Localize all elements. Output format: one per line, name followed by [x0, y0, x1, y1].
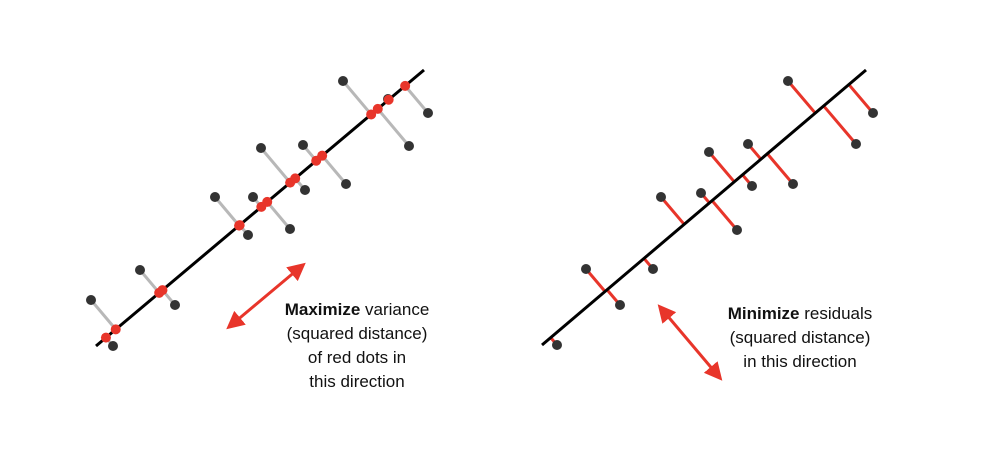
left-projected-points: [100, 80, 411, 343]
left-data-point: [423, 108, 433, 118]
left-projected-point: [290, 173, 301, 184]
left-data-point: [298, 140, 308, 150]
left-projection-segment: [266, 200, 292, 230]
left-data-point: [256, 143, 266, 153]
right-caption-bold: Minimize: [727, 304, 800, 323]
right-caption-line2: (squared distance): [729, 328, 871, 347]
left-caption-line2: (squared distance): [286, 324, 428, 343]
left-data-point: [170, 300, 180, 310]
right-data-point: [788, 179, 798, 189]
left-direction-arrow: [226, 262, 306, 330]
right-data-point: [704, 147, 714, 157]
left-projection-segment: [404, 84, 430, 114]
left-projected-point: [100, 332, 111, 343]
left-projected-point: [110, 324, 121, 335]
right-data-point: [868, 108, 878, 118]
left-data-point: [135, 265, 145, 275]
right-data-point: [648, 264, 658, 274]
left-data-point: [341, 179, 351, 189]
left-data-point: [243, 230, 253, 240]
left-data-point: [108, 341, 118, 351]
left-projection-segment: [213, 196, 241, 227]
left-caption-line4: this direction: [309, 372, 405, 391]
left-projected-point: [400, 80, 411, 91]
right-data-point: [581, 264, 591, 274]
right-data-points: [552, 76, 878, 350]
left-projected-point: [234, 220, 245, 231]
left-panel-pca: [86, 68, 433, 351]
left-data-point: [210, 192, 220, 202]
right-data-point: [747, 181, 757, 191]
left-projected-point: [372, 103, 383, 114]
right-residual-segment: [707, 151, 736, 183]
left-projection-segment: [341, 80, 373, 116]
right-residual-segment: [710, 199, 739, 231]
right-panel-regression: [541, 68, 878, 381]
right-caption-line3: in this direction: [743, 352, 857, 371]
left-projected-point: [366, 109, 377, 120]
left-projection-segment: [321, 154, 348, 185]
left-projection-segment: [259, 147, 292, 184]
left-data-point: [285, 224, 295, 234]
right-residual-segment: [847, 83, 875, 114]
left-projection-segment: [89, 299, 117, 331]
left-caption-line3: of red dots in: [307, 348, 407, 367]
left-projected-point: [262, 196, 273, 207]
right-data-point: [851, 139, 861, 149]
left-projection-segment: [376, 107, 411, 147]
right-residual-segment: [822, 104, 858, 145]
left-caption-rest: variance: [360, 300, 430, 319]
left-projected-point: [317, 150, 328, 161]
right-residual-segment: [786, 80, 817, 115]
right-direction-arrow: [657, 304, 723, 381]
right-data-point: [615, 300, 625, 310]
right-caption-rest: residuals: [799, 304, 873, 323]
right-data-point: [696, 188, 706, 198]
right-data-point: [732, 225, 742, 235]
left-data-point: [86, 295, 96, 305]
left-caption-bold: Maximize: [284, 300, 361, 319]
right-caption: Minimize residuals (squared distance) in…: [700, 302, 900, 374]
left-data-point: [248, 192, 258, 202]
right-data-point: [743, 139, 753, 149]
right-residual-segment: [659, 196, 686, 226]
right-residual-segment: [766, 152, 795, 185]
right-data-point: [783, 76, 793, 86]
right-regression-line: [541, 68, 867, 347]
left-caption: Maximize variance (squared distance) of …: [262, 298, 452, 394]
left-data-point: [338, 76, 348, 86]
right-data-point: [552, 340, 562, 350]
left-data-point: [404, 141, 414, 151]
left-data-point: [300, 185, 310, 195]
left-projected-point: [383, 94, 394, 105]
right-data-point: [656, 192, 666, 202]
left-projected-point: [157, 285, 168, 296]
